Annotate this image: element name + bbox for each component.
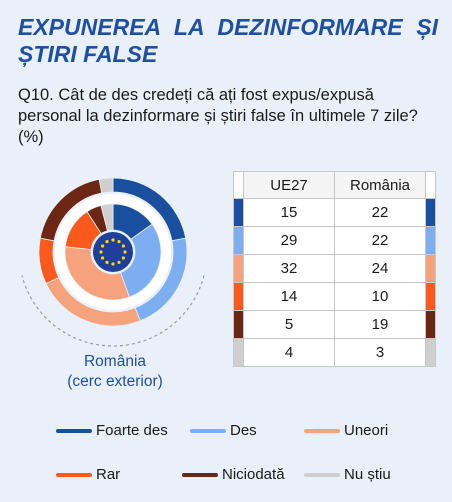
inner-ring-slice bbox=[64, 246, 130, 301]
row-color-marker bbox=[233, 254, 244, 283]
legend-swatch bbox=[56, 472, 92, 477]
row-color-marker bbox=[425, 310, 436, 339]
cell-ue27: 29 bbox=[243, 226, 335, 255]
table-row: 15 22 bbox=[233, 198, 436, 227]
legend-swatch bbox=[182, 472, 218, 477]
row-color-marker bbox=[233, 226, 244, 255]
row-color-marker bbox=[233, 198, 244, 227]
chart-caption: România (cerc exterior) bbox=[30, 352, 200, 392]
outer-ring-slice bbox=[98, 177, 114, 194]
inner-ring-slice bbox=[120, 223, 162, 298]
legend-label: Niciodată bbox=[222, 466, 285, 483]
table-row: 14 10 bbox=[233, 282, 436, 311]
page-title: EXPUNEREA LA DEZINFORMARE ȘI ȘTIRI FALSE bbox=[18, 14, 438, 67]
ring-separator bbox=[55, 194, 171, 310]
legend-label: Rar bbox=[96, 466, 121, 483]
table-header-ue27: UE27 bbox=[243, 171, 335, 199]
row-color-marker bbox=[425, 254, 436, 283]
cell-romania: 22 bbox=[334, 198, 426, 227]
row-color-marker bbox=[425, 198, 436, 227]
legend-swatch bbox=[190, 428, 226, 433]
row-color-marker bbox=[425, 226, 436, 255]
eu-flag-icon bbox=[93, 232, 133, 272]
legend-item: Rar bbox=[56, 466, 120, 483]
table-row: 29 22 bbox=[233, 226, 436, 255]
legend-item: Nu știu bbox=[304, 466, 391, 483]
inner-ring-slice bbox=[100, 203, 114, 232]
row-color-marker bbox=[233, 338, 244, 367]
legend-label: Uneori bbox=[344, 422, 389, 439]
legend-item: Des bbox=[190, 422, 257, 439]
cell-romania: 10 bbox=[334, 282, 426, 311]
legend-item: Uneori bbox=[304, 422, 388, 439]
cell-ue27: 5 bbox=[243, 310, 335, 339]
caption-note: (cerc exterior) bbox=[67, 373, 163, 390]
legend-label: Des bbox=[230, 422, 257, 439]
legend-label: Nu știu bbox=[344, 466, 391, 483]
donut-chart bbox=[21, 177, 205, 347]
cell-romania: 3 bbox=[334, 338, 426, 367]
cell-ue27: 15 bbox=[243, 198, 335, 227]
cell-ue27: 14 bbox=[243, 282, 335, 311]
question-text: Q10. Cât de des credeți că ați fost expu… bbox=[18, 86, 418, 146]
legend-label: Foarte des bbox=[96, 422, 168, 439]
legend-item: Niciodată bbox=[182, 466, 285, 483]
cell-romania: 22 bbox=[334, 226, 426, 255]
cell-romania: 24 bbox=[334, 254, 426, 283]
table-row: 5 19 bbox=[233, 310, 436, 339]
cell-romania: 19 bbox=[334, 310, 426, 339]
legend-item: Foarte des bbox=[56, 422, 168, 439]
legend-swatch bbox=[56, 428, 92, 433]
row-color-marker bbox=[425, 282, 436, 311]
legend-swatch bbox=[304, 428, 340, 433]
table-header-row: UE27 România bbox=[233, 171, 436, 199]
cell-ue27: 4 bbox=[243, 338, 335, 367]
table-row: 32 24 bbox=[233, 254, 436, 283]
row-color-marker bbox=[233, 282, 244, 311]
decorative-dashed-arc bbox=[21, 275, 205, 347]
legend-swatch bbox=[304, 472, 340, 477]
cell-ue27: 32 bbox=[243, 254, 335, 283]
values-table: UE27 România 15 22 29 22 32 24 14 10 5 19 4 3 bbox=[233, 171, 436, 367]
row-color-marker bbox=[233, 310, 244, 339]
table-header-romania: România bbox=[334, 171, 426, 199]
caption-country: România bbox=[83, 353, 147, 370]
row-color-marker bbox=[425, 338, 436, 367]
